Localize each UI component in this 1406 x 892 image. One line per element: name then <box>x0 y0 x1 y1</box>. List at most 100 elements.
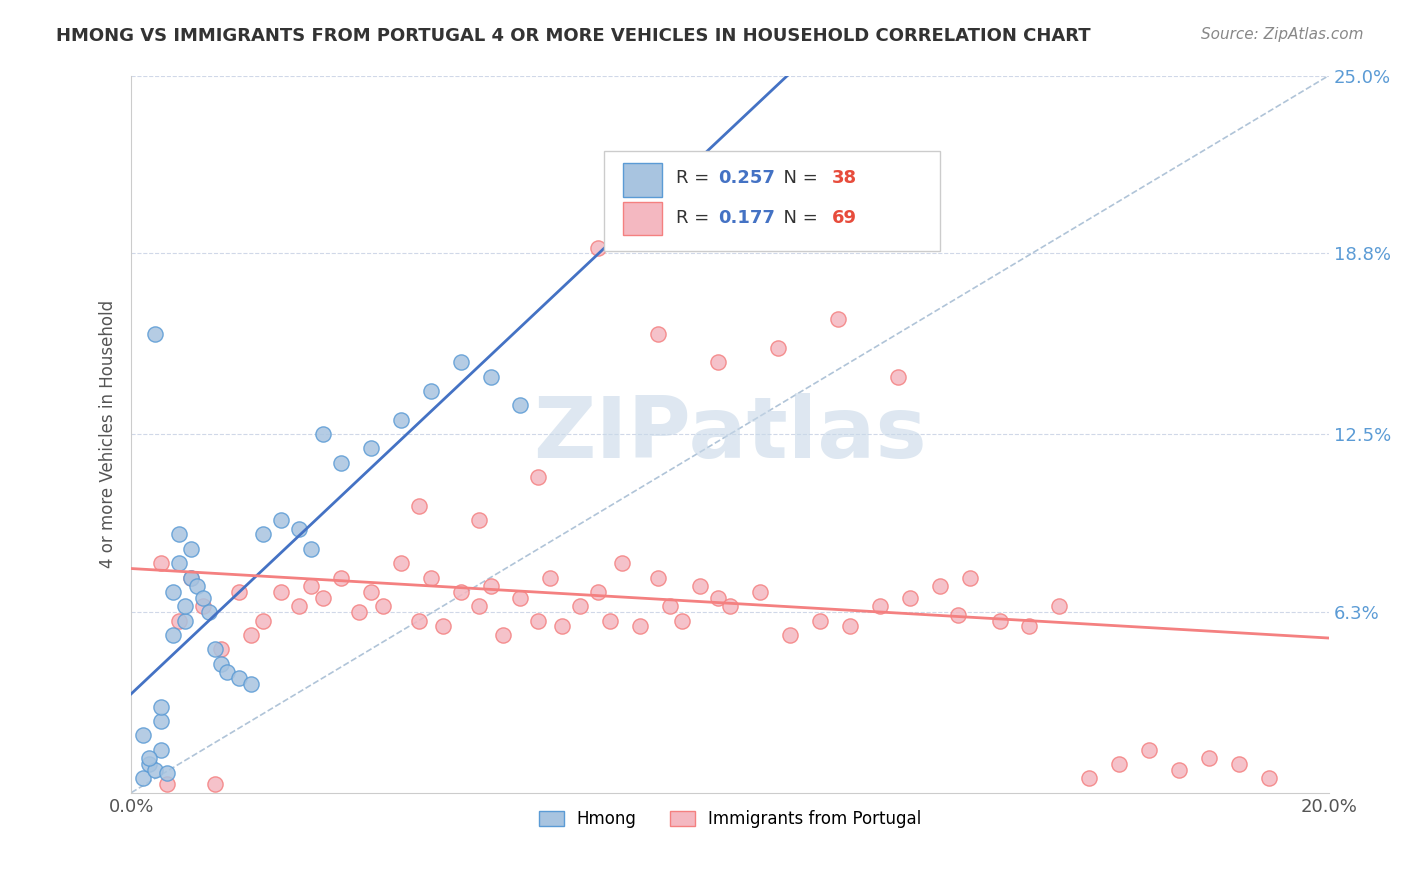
Point <box>647 570 669 584</box>
Point <box>240 628 263 642</box>
Point <box>450 355 472 369</box>
Point <box>150 714 173 728</box>
Point <box>150 556 173 570</box>
Point <box>1078 772 1101 786</box>
Point <box>180 570 202 584</box>
Point <box>450 585 472 599</box>
Point <box>408 499 430 513</box>
Point <box>766 341 789 355</box>
Text: N =: N = <box>772 209 824 227</box>
Point <box>1258 772 1281 786</box>
Point <box>707 591 730 605</box>
Point <box>988 614 1011 628</box>
Text: 0.177: 0.177 <box>718 209 775 227</box>
Point <box>156 777 179 791</box>
Point <box>389 556 412 570</box>
Text: R =: R = <box>676 209 716 227</box>
FancyBboxPatch shape <box>623 202 662 235</box>
Point <box>186 579 208 593</box>
Point <box>491 628 513 642</box>
Point <box>167 556 190 570</box>
Point <box>647 326 669 341</box>
Point <box>467 599 489 614</box>
Point <box>1018 619 1040 633</box>
Point <box>167 614 190 628</box>
Point <box>299 579 322 593</box>
Point <box>869 599 891 614</box>
Point <box>827 312 849 326</box>
Point <box>228 671 250 685</box>
Point <box>132 772 155 786</box>
Point <box>150 699 173 714</box>
Point <box>329 570 352 584</box>
Point <box>527 614 550 628</box>
Point <box>808 614 831 628</box>
Point <box>479 579 502 593</box>
Point <box>174 599 197 614</box>
Point <box>749 585 772 599</box>
Point <box>156 765 179 780</box>
Point <box>312 427 335 442</box>
Point <box>191 599 214 614</box>
Point <box>204 777 226 791</box>
Point <box>419 570 441 584</box>
Point <box>288 522 311 536</box>
Point <box>599 614 621 628</box>
Point <box>467 513 489 527</box>
Point <box>270 585 292 599</box>
Text: 38: 38 <box>832 169 858 187</box>
Point <box>252 614 274 628</box>
Point <box>538 570 561 584</box>
Point <box>329 456 352 470</box>
Point <box>360 442 382 456</box>
Text: HMONG VS IMMIGRANTS FROM PORTUGAL 4 OR MORE VEHICLES IN HOUSEHOLD CORRELATION CH: HMONG VS IMMIGRANTS FROM PORTUGAL 4 OR M… <box>56 27 1091 45</box>
FancyBboxPatch shape <box>623 163 662 197</box>
Point <box>928 579 950 593</box>
Point <box>180 541 202 556</box>
Point <box>360 585 382 599</box>
Point <box>347 605 370 619</box>
Point <box>299 541 322 556</box>
Point <box>1227 756 1250 771</box>
Point <box>569 599 592 614</box>
Point <box>1047 599 1070 614</box>
Point <box>215 665 238 680</box>
Point <box>707 355 730 369</box>
Point <box>371 599 394 614</box>
Point <box>689 579 711 593</box>
Point <box>228 585 250 599</box>
Point <box>588 585 610 599</box>
Point <box>527 470 550 484</box>
Text: Source: ZipAtlas.com: Source: ZipAtlas.com <box>1201 27 1364 42</box>
Point <box>132 728 155 742</box>
Text: N =: N = <box>772 169 824 187</box>
Point <box>408 614 430 628</box>
Point <box>898 591 921 605</box>
Point <box>959 570 981 584</box>
Point <box>479 369 502 384</box>
Y-axis label: 4 or more Vehicles in Household: 4 or more Vehicles in Household <box>100 300 117 568</box>
Point <box>198 605 221 619</box>
Point <box>180 570 202 584</box>
Point <box>551 619 574 633</box>
Point <box>312 591 335 605</box>
Point <box>252 527 274 541</box>
Point <box>946 607 969 622</box>
Point <box>138 751 160 765</box>
Point <box>718 599 741 614</box>
Point <box>138 756 160 771</box>
Point <box>143 763 166 777</box>
Point <box>509 591 531 605</box>
Point <box>167 527 190 541</box>
Point <box>419 384 441 398</box>
Point <box>143 326 166 341</box>
Point <box>628 619 651 633</box>
Point <box>612 556 634 570</box>
Text: R =: R = <box>676 169 716 187</box>
Text: 0.257: 0.257 <box>718 169 775 187</box>
Point <box>150 742 173 756</box>
Point <box>191 591 214 605</box>
Point <box>1198 751 1220 765</box>
Legend: Hmong, Immigrants from Portugal: Hmong, Immigrants from Portugal <box>531 803 928 835</box>
Point <box>1137 742 1160 756</box>
